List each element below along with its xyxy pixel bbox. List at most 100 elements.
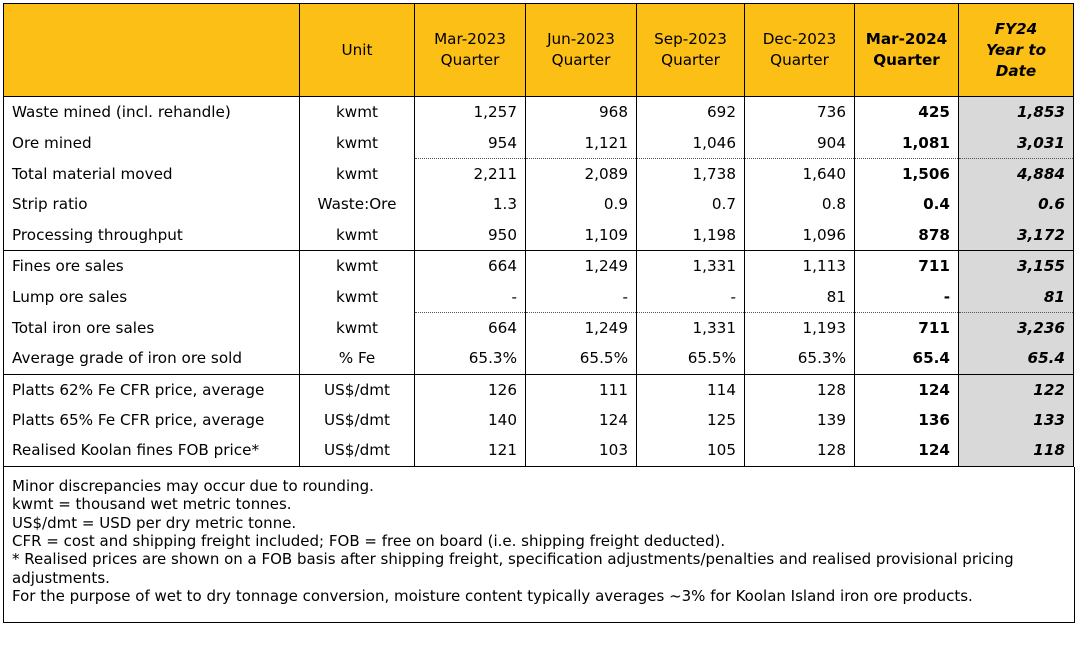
cell-dec-2023: 1,113 (744, 249, 855, 282)
cell-dec-2023: 128 (744, 435, 855, 467)
cell-sep-2023: 1,331 (636, 249, 745, 282)
cell-fy24-ytd: 3,031 (958, 127, 1074, 159)
cell-sep-2023: 114 (636, 373, 745, 405)
header-unit: Unit (299, 3, 415, 97)
cell-jun-2023: 2,089 (525, 157, 637, 190)
table-row: Ore mined kwmt 954 1,121 1,046 904 1,081… (3, 127, 1074, 159)
cell-mar-2024: 1,081 (854, 127, 959, 159)
cell-dec-2023: 1,193 (744, 311, 855, 344)
row-unit: kwmt (299, 158, 415, 190)
cell-mar-2024: 1,506 (854, 157, 959, 190)
footnote: US$/dmt = USD per dry metric tonne. (12, 513, 297, 532)
cell-fy24-ytd: 81 (958, 281, 1074, 313)
cell-mar-2023: 954 (414, 127, 526, 159)
header-dec-2023: Dec-2023 Quarter (744, 3, 855, 97)
cell-mar-2023: 126 (414, 373, 526, 405)
cell-fy24-ytd: 3,236 (958, 311, 1074, 344)
cell-sep-2023: 1,738 (636, 157, 745, 190)
row-label: Realised Koolan fines FOB price* (3, 435, 300, 467)
cell-mar-2023: 2,211 (414, 157, 526, 190)
cell-fy24-ytd: 3,172 (958, 219, 1074, 251)
row-label: Strip ratio (3, 189, 300, 220)
table-row: Waste mined (incl. rehandle) kwmt 1,257 … (3, 96, 1074, 128)
cell-mar-2024: 711 (854, 311, 959, 344)
row-unit: US$/dmt (299, 373, 415, 405)
row-unit: Waste:Ore (299, 189, 415, 220)
cell-dec-2023: 128 (744, 373, 855, 405)
cell-sep-2023: 1,046 (636, 127, 745, 159)
row-unit: kwmt (299, 281, 415, 313)
cell-mar-2024: 711 (854, 249, 959, 282)
cell-mar-2024: 65.4 (854, 343, 959, 375)
cell-mar-2023: 140 (414, 404, 526, 436)
cell-jun-2023: 124 (525, 404, 637, 436)
row-label: Total iron ore sales (3, 312, 300, 344)
row-label: Waste mined (incl. rehandle) (3, 96, 300, 128)
table-row: Processing throughput kwmt 950 1,109 1,1… (3, 219, 1074, 251)
cell-fy24-ytd: 1,853 (958, 96, 1074, 128)
cell-dec-2023: 904 (744, 127, 855, 159)
footnote: Minor discrepancies may occur due to rou… (12, 476, 374, 495)
cell-fy24-ytd: 65.4 (958, 343, 1074, 375)
header-fy24-ytd: FY24 Year to Date (958, 3, 1074, 97)
header-jun-2023: Jun-2023 Quarter (525, 3, 637, 97)
table-row: Lump ore sales kwmt - - - 81 - 81 (3, 281, 1074, 313)
cell-fy24-ytd: 3,155 (958, 249, 1074, 282)
row-unit: kwmt (299, 312, 415, 344)
cell-jun-2023: - (525, 281, 637, 313)
row-unit: kwmt (299, 249, 415, 282)
cell-mar-2024: 425 (854, 96, 959, 128)
footnote: CFR = cost and shipping freight included… (12, 531, 726, 550)
cell-dec-2023: 0.8 (744, 189, 855, 220)
cell-jun-2023: 65.5% (525, 343, 637, 375)
cell-mar-2023: 65.3% (414, 343, 526, 375)
footnote: kwmt = thousand wet metric tonnes. (12, 495, 292, 514)
cell-mar-2023: 121 (414, 435, 526, 467)
cell-mar-2023: 1.3 (414, 189, 526, 220)
row-unit: US$/dmt (299, 404, 415, 436)
cell-mar-2023: 664 (414, 249, 526, 282)
cell-sep-2023: 1,331 (636, 311, 745, 344)
cell-sep-2023: 65.5% (636, 343, 745, 375)
cell-jun-2023: 0.9 (525, 189, 637, 220)
row-unit: kwmt (299, 127, 415, 159)
header-row: Unit Mar-2023 Quarter Jun-2023 Quarter Sep… (3, 3, 1074, 97)
footnotes-box: Minor discrepancies may occur due to rou… (3, 466, 1075, 623)
table-row: Fines ore sales kwmt 664 1,249 1,331 1,1… (3, 249, 1074, 282)
row-label: Processing throughput (3, 219, 300, 251)
table-row: Average grade of iron ore sold % Fe 65.3… (3, 343, 1074, 375)
cell-mar-2023: - (414, 281, 526, 313)
cell-dec-2023: 81 (744, 281, 855, 313)
cell-mar-2024: 124 (854, 435, 959, 467)
cell-mar-2023: 1,257 (414, 96, 526, 128)
cell-mar-2023: 950 (414, 219, 526, 251)
row-unit: kwmt (299, 219, 415, 251)
table-row: Total iron ore sales kwmt 664 1,249 1,33… (3, 311, 1074, 344)
cell-mar-2024: 878 (854, 219, 959, 251)
row-label: Platts 65% Fe CFR price, average (3, 404, 300, 436)
cell-dec-2023: 736 (744, 96, 855, 128)
table-row: Platts 62% Fe CFR price, average US$/dmt… (3, 373, 1074, 405)
cell-jun-2023: 968 (525, 96, 637, 128)
row-unit: kwmt (299, 96, 415, 128)
cell-sep-2023: 0.7 (636, 189, 745, 220)
operations-table-container: Unit Mar-2023 Quarter Jun-2023 Quarter Sep… (3, 3, 1075, 623)
cell-dec-2023: 1,096 (744, 219, 855, 251)
cell-jun-2023: 103 (525, 435, 637, 467)
row-label: Ore mined (3, 127, 300, 159)
cell-mar-2024: - (854, 281, 959, 313)
cell-sep-2023: 125 (636, 404, 745, 436)
footnote: For the purpose of wet to dry tonnage co… (12, 587, 973, 606)
cell-dec-2023: 139 (744, 404, 855, 436)
row-unit: % Fe (299, 343, 415, 375)
footnote: * Realised prices are shown on a FOB bas… (12, 550, 1014, 587)
cell-sep-2023: 1,198 (636, 219, 745, 251)
cell-sep-2023: 692 (636, 96, 745, 128)
cell-jun-2023: 1,249 (525, 249, 637, 282)
cell-fy24-ytd: 133 (958, 404, 1074, 436)
row-label: Fines ore sales (3, 249, 300, 282)
cell-mar-2024: 124 (854, 373, 959, 405)
cell-fy24-ytd: 122 (958, 373, 1074, 405)
cell-dec-2023: 1,640 (744, 157, 855, 190)
table-row: Realised Koolan fines FOB price* US$/dmt… (3, 435, 1074, 467)
